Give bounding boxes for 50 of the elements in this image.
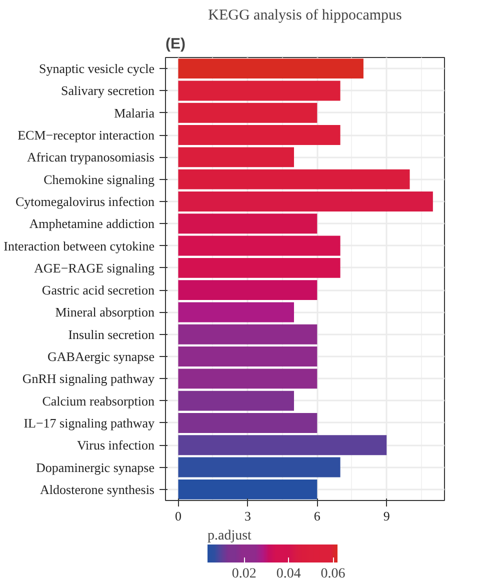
color-bar-label: 0.02 — [232, 566, 256, 582]
y-tick-label: African trypanosomiasis — [27, 150, 155, 165]
bar — [178, 192, 433, 212]
text: (E) — [166, 36, 186, 52]
y-tick-label: IL−17 signaling pathway — [24, 415, 155, 430]
bar — [178, 368, 318, 389]
chart-title: KEGG analysis of hippocampus — [208, 8, 402, 24]
y-tick-label: Chemokine signaling — [44, 172, 155, 187]
y-tick-label: Malaria — [114, 105, 155, 120]
x-tick-label: 9 — [383, 508, 390, 524]
y-tick-label: Synaptic vesicle cycle — [38, 61, 155, 76]
bar — [178, 102, 318, 123]
y-tick-label: Gastric acid secretion — [42, 282, 155, 298]
y-tick-label: AGE−RAGE signaling — [34, 260, 155, 276]
bar — [178, 390, 294, 411]
y-tick-label: Insulin secretion — [68, 326, 155, 342]
y-tick-label: GnRH signaling pathway — [22, 371, 155, 386]
y-tick-label: Virus infection — [76, 438, 155, 453]
y-tick-label: ECM−receptor interaction — [18, 128, 155, 143]
y-tick-label: Dopaminergic synapse — [36, 460, 155, 475]
bar — [178, 479, 318, 500]
bar — [178, 258, 340, 278]
y-tick-label: Aldosterone synthesis — [40, 482, 155, 497]
bar — [178, 324, 318, 344]
bar — [178, 169, 410, 190]
bar — [178, 58, 364, 79]
y-tick-label: Salivary secretion — [61, 83, 155, 98]
color-bar-label: 0.04 — [276, 566, 301, 582]
bar — [178, 236, 340, 256]
y-tick-label: Mineral absorption — [55, 304, 155, 320]
bar — [178, 280, 318, 300]
color-bar-title: p.adjust — [208, 528, 252, 544]
y-tick-label: Interaction between cytokine — [4, 238, 155, 254]
x-tick-label: 6 — [314, 508, 321, 524]
bar — [178, 413, 318, 433]
y-tick-label: Amphetamine addiction — [29, 216, 155, 232]
x-tick-label: 3 — [244, 508, 251, 524]
color-bar-label: 0.06 — [320, 566, 346, 582]
bar — [178, 80, 340, 101]
y-tick-label: GABAergic synapse — [48, 349, 155, 364]
y-tick-label: Calcium reabsorption — [42, 393, 155, 408]
bar — [178, 147, 294, 168]
bar — [178, 435, 387, 456]
y-tick-label: Cytomegalovirus infection — [16, 194, 155, 209]
bar — [178, 302, 294, 322]
bar — [178, 214, 318, 234]
bar — [178, 346, 318, 366]
bar — [178, 457, 340, 478]
bar — [178, 125, 340, 145]
x-tick-label: 0 — [174, 508, 182, 524]
